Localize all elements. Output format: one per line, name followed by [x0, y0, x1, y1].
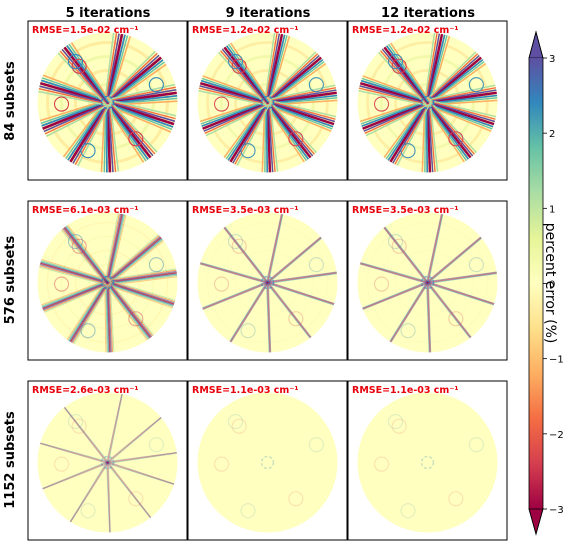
colorbar-tick-label: 3 — [549, 54, 555, 65]
rmse-label: RMSE=2.6e-03 cm⁻¹ — [32, 385, 139, 396]
colorbar-bottom-extension — [529, 509, 543, 534]
row-title-84-subsets: 84 subsets — [3, 61, 18, 141]
panel-r2-c2: RMSE=3.5e-03 cm⁻¹ — [188, 201, 347, 360]
error-map-disc — [198, 393, 338, 533]
column-title-5-iterations: 5 iterations — [66, 6, 151, 21]
column-title-12-iterations: 12 iterations — [381, 6, 475, 21]
colorbar-gradient — [529, 58, 543, 509]
panel-grid: RMSE=1.5e-02 cm⁻¹ RMSE=1.2e-02 cm⁻¹ RMSE=1… — [28, 21, 507, 540]
rmse-label: RMSE=1.5e-02 cm⁻¹ — [32, 25, 139, 36]
rmse-label: RMSE=1.1e-03 cm⁻¹ — [192, 385, 299, 396]
panel-r2-c3: RMSE=3.5e-03 cm⁻¹ — [348, 201, 507, 360]
colorbar-tick-label: 1 — [549, 204, 555, 215]
rmse-label: RMSE=3.5e-03 cm⁻¹ — [192, 205, 299, 216]
panel-r1-c3: RMSE=1.2e-02 cm⁻¹ — [348, 21, 507, 180]
panel-r3-c2: RMSE=1.1e-03 cm⁻¹ — [188, 381, 347, 540]
row-title-1152-subsets: 1152 subsets — [3, 411, 18, 509]
rmse-label: RMSE=6.1e-03 cm⁻¹ — [32, 205, 139, 216]
panel-r1-c2: RMSE=1.2e-02 cm⁻¹ — [188, 21, 347, 180]
artifact-streak — [267, 103, 268, 179]
panel-r3-c1: RMSE=2.6e-03 cm⁻¹ — [28, 381, 187, 540]
column-title-9-iterations: 9 iterations — [226, 6, 311, 21]
panel-r1-c1: RMSE=1.5e-02 cm⁻¹ — [28, 21, 187, 180]
rmse-label: RMSE=1.2e-02 cm⁻¹ — [192, 25, 299, 36]
rmse-label: RMSE=1.2e-02 cm⁻¹ — [352, 25, 459, 36]
colorbar-tick-label: −2 — [549, 430, 564, 441]
colorbar-label: percent error (%) — [542, 223, 558, 344]
rmse-label: RMSE=3.5e-03 cm⁻¹ — [352, 205, 459, 216]
row-title-576-subsets: 576 subsets — [3, 236, 18, 325]
colorbar-tick-label: −1 — [549, 355, 564, 366]
rmse-label: RMSE=1.1e-03 cm⁻¹ — [352, 385, 459, 396]
colorbar-tick-label: −3 — [549, 505, 564, 516]
error-map-disc — [358, 393, 498, 533]
colorbar-tick-label: 2 — [549, 129, 555, 140]
panel-r2-c1: RMSE=6.1e-03 cm⁻¹ — [28, 201, 187, 360]
colorbar-top-extension — [529, 32, 543, 58]
panel-r3-c3: RMSE=1.1e-03 cm⁻¹ — [348, 381, 507, 540]
artifact-streak — [427, 103, 428, 179]
